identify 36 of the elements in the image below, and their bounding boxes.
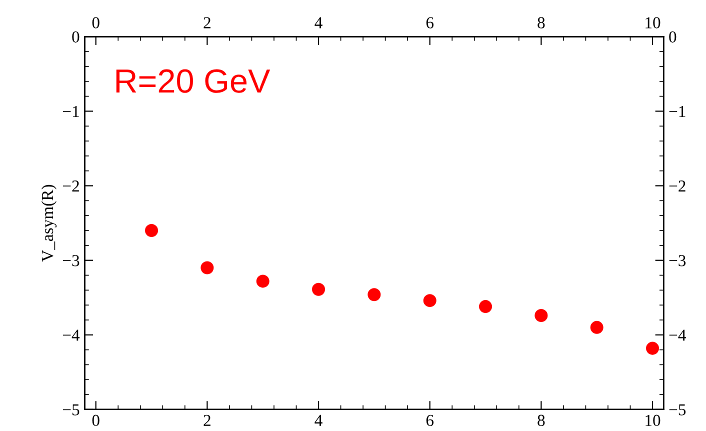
annotation: R=20 GeV [116,69,270,93]
point [646,342,660,355]
y2-tick-label: −2 [669,180,686,192]
x2-tick-label: 4 [314,17,322,28]
point [312,282,326,296]
x2-tick-label: 2 [204,17,210,28]
x-tick-label: 10 [646,414,660,426]
x2-tick-label: 8 [538,17,545,28]
y-tick-label: 0 [72,31,80,43]
x-tick-label: 0 [92,414,100,426]
x-tick-label: 2 [204,414,210,426]
y-tick-label: −1 [62,106,79,117]
y2-tick-label: 0 [669,31,676,43]
x-tick-label: 8 [538,414,545,426]
point [200,261,214,274]
x2-tick-label: 10 [646,17,660,28]
x2-tick-label: 6 [426,17,434,28]
x-tick-label: 6 [426,414,434,426]
point [256,274,270,288]
y2-tick-label: −1 [669,106,686,117]
y2-tick-label: −4 [669,330,686,341]
y2-tick-label: −3 [669,255,686,266]
y-tick-label: −3 [62,255,80,266]
y-tick-label: −2 [62,180,79,192]
point [368,288,381,302]
x-tick-label: 4 [314,414,322,426]
x2-tick-label: 0 [92,17,100,28]
y-axis-title: V_asym(R) [41,184,57,262]
y2-tick-label: −5 [669,404,686,416]
point [423,294,436,308]
point [145,224,158,238]
point [590,320,604,334]
y-tick-label: −5 [62,404,80,416]
y-tick-label: −4 [62,330,80,341]
point [479,300,492,314]
point [534,308,548,322]
